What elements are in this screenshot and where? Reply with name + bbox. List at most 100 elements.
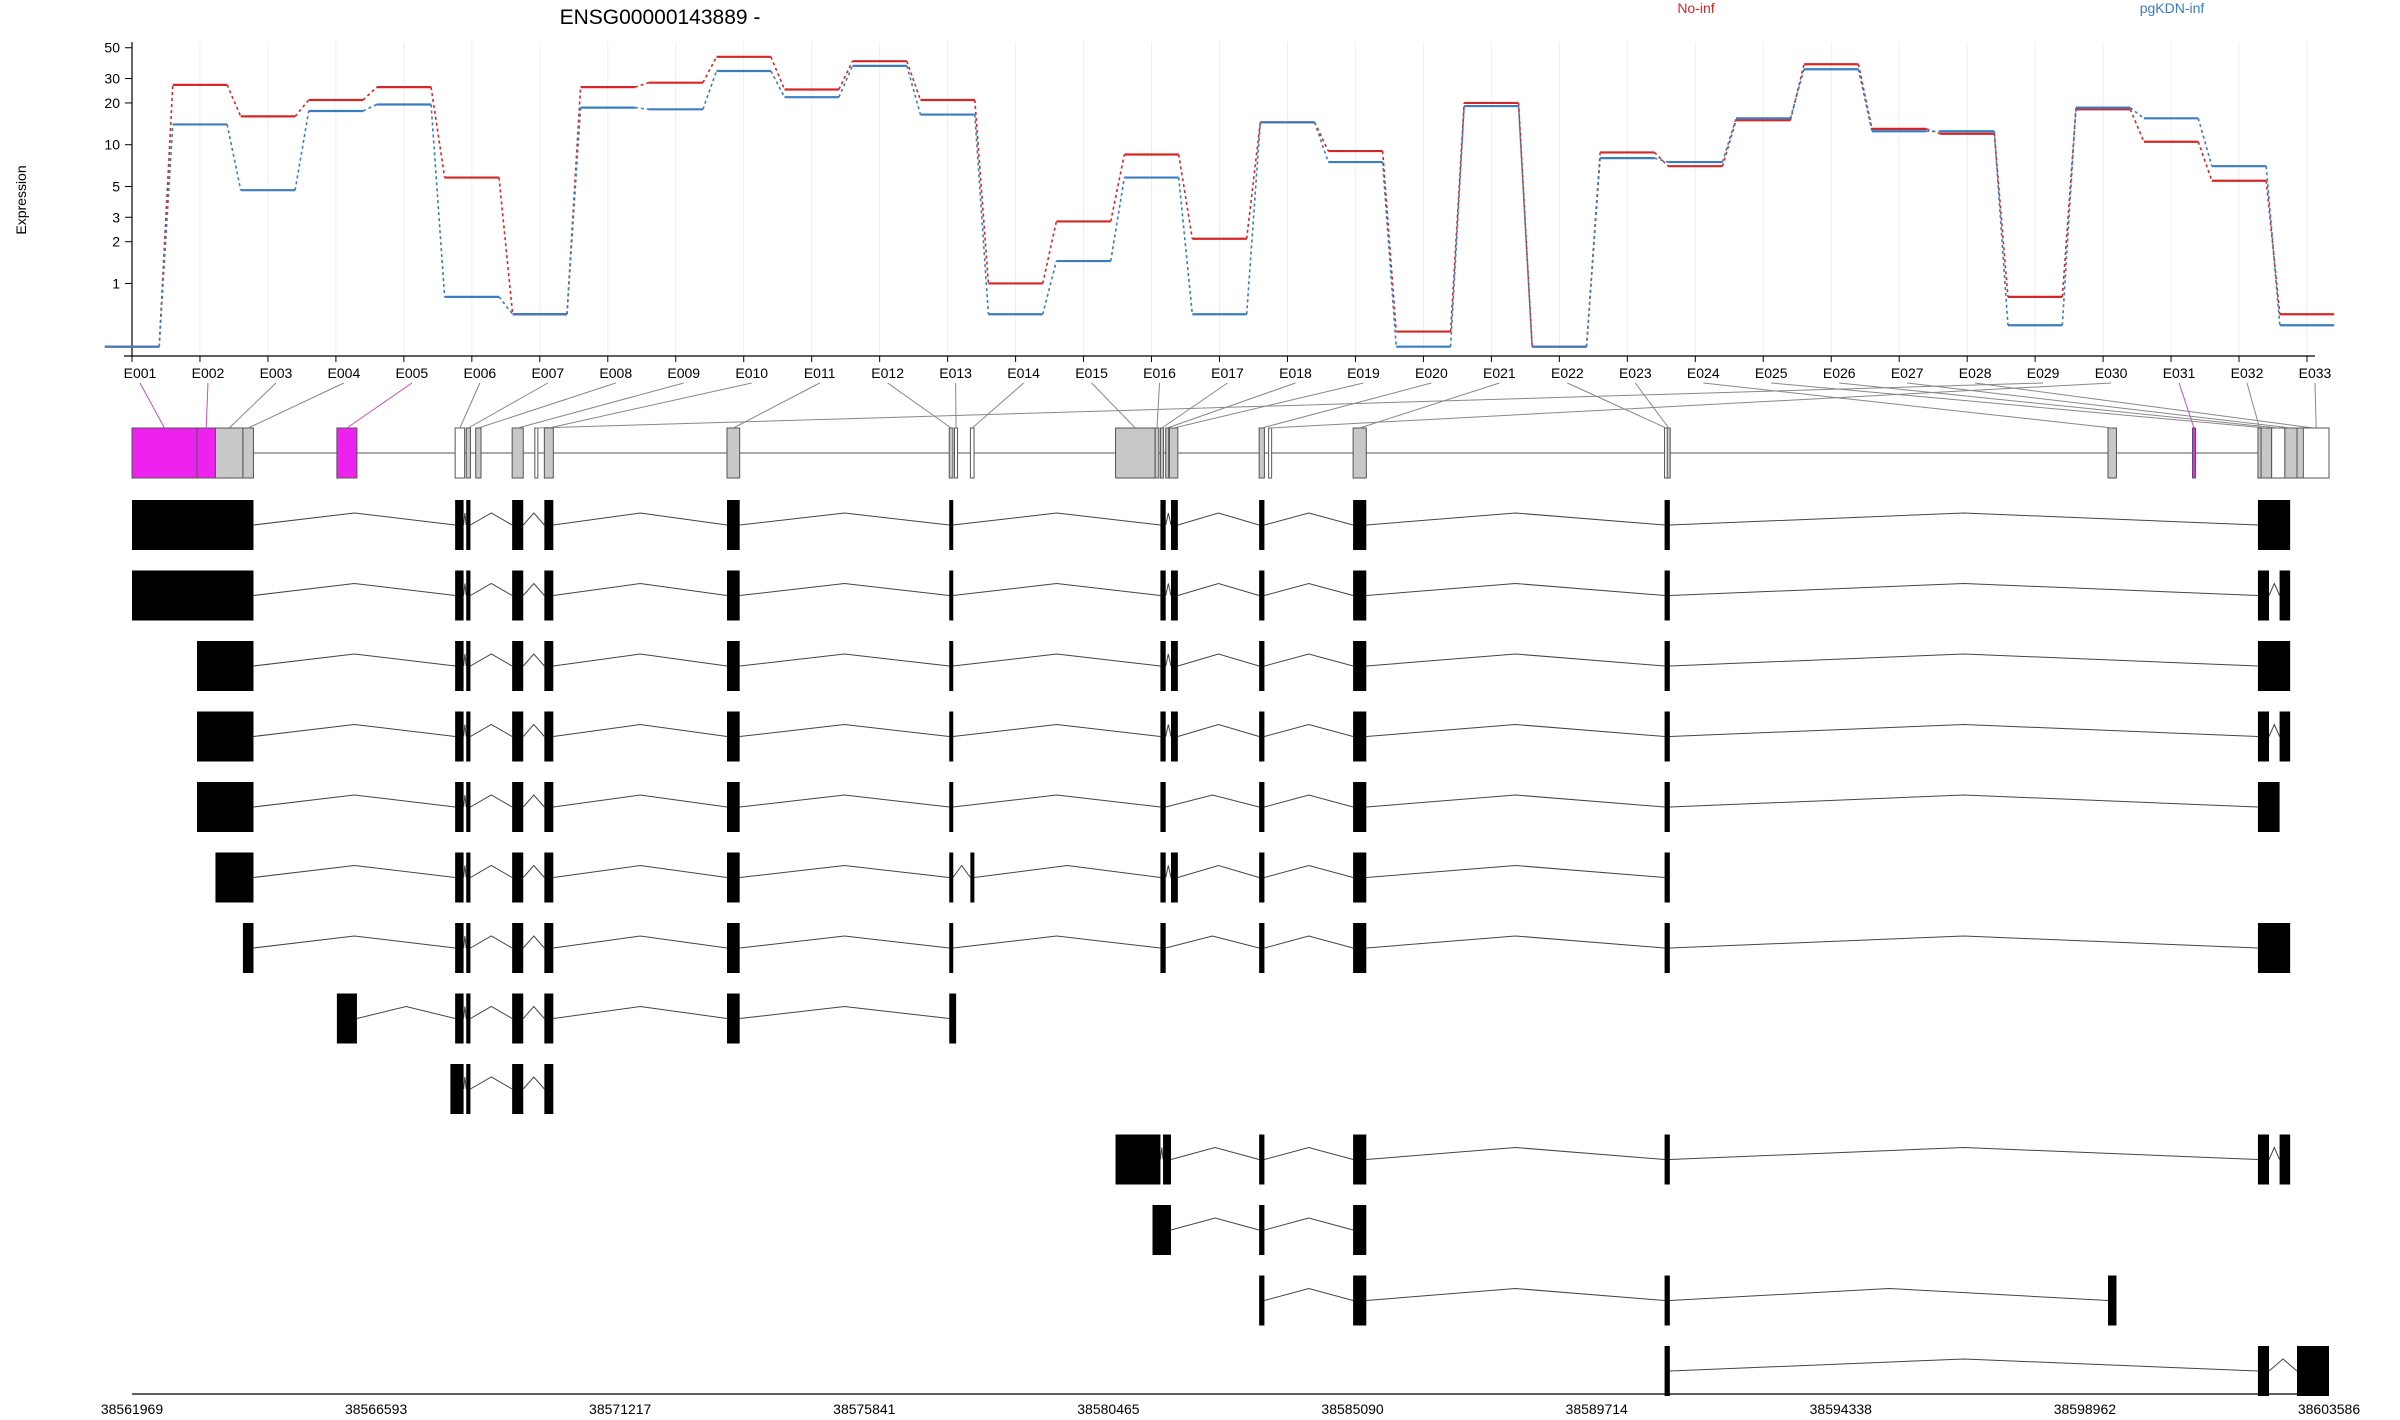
series-connector (1042, 260, 1058, 315)
intron-connector (1264, 723, 1354, 737)
exon-bin (465, 427, 471, 479)
exon-bin (454, 427, 466, 479)
x-tick-label: E026 (1823, 365, 1856, 381)
intron-connector (1264, 935, 1354, 949)
series-connector (294, 99, 310, 117)
series-connector (498, 177, 514, 315)
transcript-11 (1152, 1205, 1367, 1255)
exon-block (215, 852, 254, 903)
exon-block (2257, 570, 2270, 621)
intron-connector (470, 935, 513, 949)
bin-connector (1907, 382, 2291, 429)
exon-block (455, 923, 464, 973)
intron-connector (1165, 935, 1260, 949)
exon-bin (954, 427, 959, 479)
exon-block (727, 711, 740, 762)
x-tick-label: E021 (1483, 365, 1516, 381)
intron-connector (952, 935, 1161, 949)
intron-connector (1669, 582, 2258, 596)
exon-block (132, 500, 254, 550)
exon-block (512, 993, 524, 1044)
transcript-10 (1115, 1134, 2291, 1185)
bin-connector (478, 382, 616, 429)
intron-connector (522, 653, 545, 667)
genomic-axis: 38561969 38566593 38571217 38575841 38580465… (101, 1393, 2361, 1417)
intron-connector (522, 1076, 545, 1090)
exon-block (1353, 500, 1367, 550)
intron-connector (739, 582, 950, 596)
exon-block (466, 711, 471, 762)
exon-block (455, 711, 464, 762)
series-connector (1721, 120, 1737, 167)
series-connector (2197, 118, 2213, 167)
bin-connector (346, 382, 413, 429)
series-connector (974, 114, 990, 315)
exon-block (727, 641, 740, 691)
exon-block (949, 570, 954, 621)
exon-block (1353, 641, 1367, 691)
genomic-tick-label: 38598962 (2054, 1401, 2117, 1417)
exon-bin (2302, 427, 2330, 479)
intron-connector (1177, 723, 1260, 737)
exon-block (1664, 570, 1670, 621)
intron-connector (1366, 723, 1665, 737)
series-connector (2129, 107, 2145, 119)
genomic-tick-label: 38566593 (345, 1401, 408, 1417)
exon-block (466, 570, 471, 621)
x-tick-label: E033 (2299, 365, 2332, 381)
exon-block (196, 711, 254, 762)
transcript-models (132, 500, 2329, 1396)
intron-connector (463, 512, 467, 526)
intron-connector (952, 582, 1161, 596)
series-connector (2197, 141, 2213, 182)
exon-block (727, 782, 740, 832)
intron-connector (463, 1076, 467, 1090)
intron-connector (1170, 1217, 1260, 1231)
transcript-3 (196, 641, 2291, 691)
series-connector (1177, 154, 1194, 239)
exon-block (512, 500, 524, 550)
exon-block (1259, 782, 1265, 832)
genomic-tick-label: 38561969 (101, 1401, 164, 1417)
exon-block (2257, 1134, 2270, 1185)
exon-block (727, 500, 740, 550)
series-connector (498, 296, 514, 315)
exon-block (1259, 1205, 1265, 1255)
intron-connector (1177, 582, 1260, 596)
exon-block (1664, 1134, 1670, 1185)
exon-block (949, 923, 954, 973)
exon-bin (1115, 427, 1156, 479)
series-connector (362, 86, 378, 101)
gene-model (131, 382, 2330, 479)
exon-block (544, 852, 554, 903)
bin-connector (1167, 382, 1296, 429)
intron-connector (739, 512, 950, 526)
series-connector (1721, 118, 1737, 163)
bin-connector (2246, 382, 2261, 429)
bin-connector (468, 382, 549, 429)
intron-connector (1165, 653, 1172, 667)
bin-connector (971, 382, 1024, 429)
exon-block (2108, 1275, 2117, 1326)
intron-connector (1669, 512, 2258, 526)
series-connector (906, 60, 922, 101)
transcript-9 (450, 1064, 554, 1114)
exon-block (1259, 1134, 1265, 1185)
exon-block (512, 923, 524, 973)
bin-connector (205, 382, 209, 429)
exon-block (336, 993, 357, 1044)
exon-block (1664, 641, 1670, 691)
bin-connector (733, 382, 820, 429)
x-tick-label: E028 (1959, 365, 1992, 381)
intron-connector (952, 794, 1161, 808)
intron-connector (553, 794, 728, 808)
intron-connector (1366, 653, 1665, 667)
genomic-tick-label: 38603586 (2298, 1401, 2361, 1417)
exon-block (1259, 852, 1265, 903)
exon-bin (511, 427, 524, 479)
intron-connector (1165, 583, 1172, 596)
bin-connector (1703, 382, 2113, 429)
series-connector (634, 81, 649, 88)
intron-connector (1165, 865, 1172, 878)
exon-block (455, 641, 464, 691)
